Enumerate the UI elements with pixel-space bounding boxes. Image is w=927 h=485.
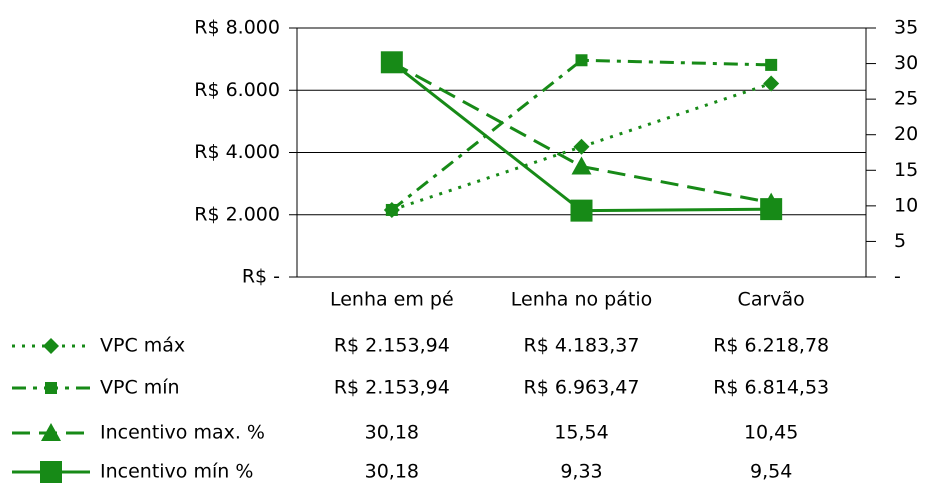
- table-value: R$ 6.963,47: [524, 377, 640, 399]
- y-tick-label: R$ 4.000: [194, 141, 280, 163]
- table-value: 9,54: [750, 461, 792, 483]
- legend-label: VPC mín: [100, 377, 180, 399]
- table-value: 30,18: [365, 422, 419, 444]
- table-value: R$ 6.218,78: [713, 335, 829, 357]
- series-line: [391, 60, 772, 205]
- legend-key-marker: [40, 461, 62, 483]
- y-tick-label: R$ 2.000: [194, 203, 280, 225]
- y-tick-label: R$ -: [242, 266, 280, 288]
- table-value: R$ 4.183,37: [524, 335, 640, 357]
- legend-key-marker: [41, 423, 61, 441]
- table-value: 9,33: [560, 461, 602, 483]
- data-marker: [575, 54, 588, 67]
- y2-tick-label: 5: [894, 230, 906, 252]
- legend-key-marker: [45, 382, 57, 394]
- x-tick-label: Carvão: [738, 289, 805, 311]
- data-marker: [763, 75, 780, 92]
- x-tick-label: Lenha em pé: [330, 289, 454, 311]
- y-tick-label: R$ 6.000: [194, 79, 280, 101]
- y2-tick-label: -: [894, 266, 901, 288]
- table-value: 10,45: [744, 422, 798, 444]
- x-tick-label: Lenha no pátio: [511, 289, 652, 311]
- y2-tick-label: 10: [894, 194, 918, 216]
- table-value: R$ 2.153,94: [334, 335, 450, 357]
- legend-key-marker: [43, 338, 59, 354]
- y2-tick-label: 30: [894, 52, 918, 74]
- legend-label: Incentivo mín %: [100, 461, 253, 483]
- data-marker: [380, 51, 403, 74]
- table-value: 15,54: [554, 422, 608, 444]
- data-marker: [385, 203, 398, 216]
- table-value: R$ 6.814,53: [713, 377, 829, 399]
- y2-tick-label: 25: [894, 88, 918, 110]
- data-marker: [573, 138, 590, 155]
- legend-label: Incentivo max. %: [100, 422, 265, 444]
- y2-tick-label: 35: [894, 17, 918, 39]
- y-tick-label: R$ 8.000: [194, 17, 280, 39]
- data-marker: [571, 156, 592, 175]
- legend-label: VPC máx: [100, 335, 185, 357]
- y2-tick-label: 20: [894, 123, 918, 145]
- table-value: R$ 2.153,94: [334, 377, 450, 399]
- series-line: [390, 58, 772, 212]
- data-marker: [570, 199, 593, 222]
- data-marker: [760, 198, 783, 221]
- y2-tick-label: 15: [894, 159, 918, 181]
- series-line: [390, 61, 772, 213]
- table-value: 30,18: [365, 461, 419, 483]
- data-marker: [765, 58, 778, 71]
